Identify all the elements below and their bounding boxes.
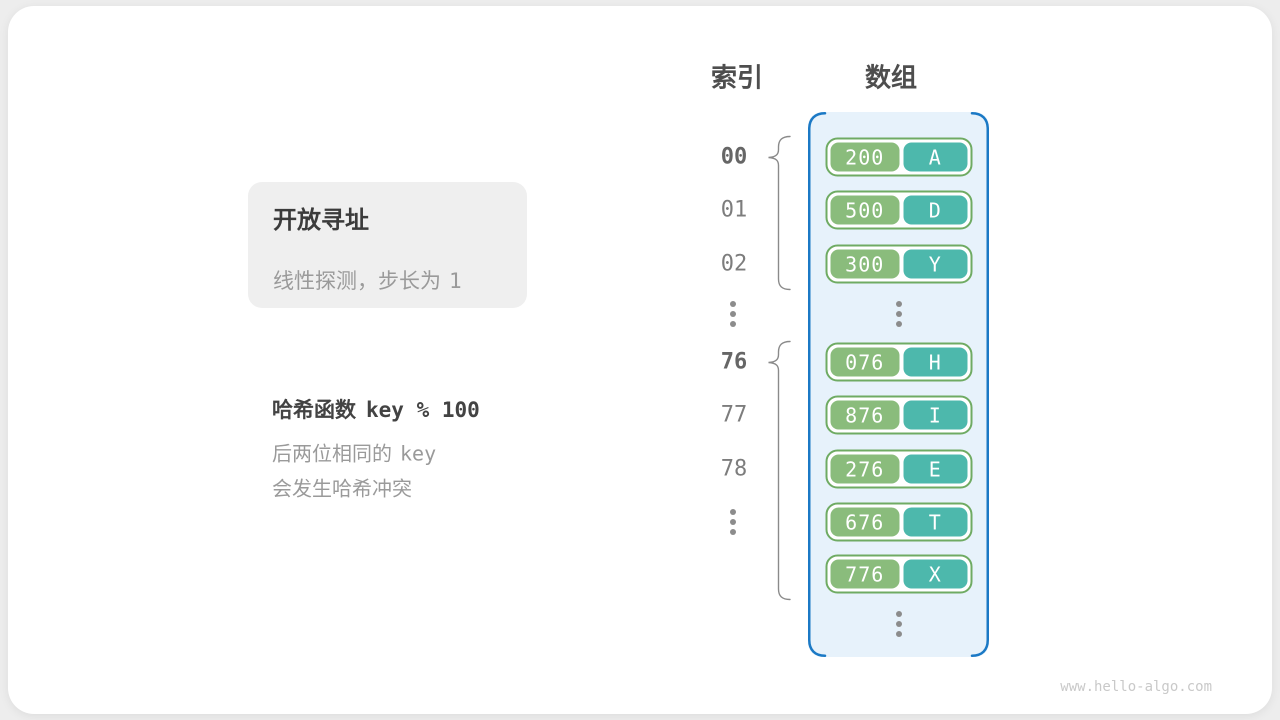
info-subtitle-number: 1 xyxy=(449,269,462,293)
value-badge: E xyxy=(903,454,967,484)
hash-function-label: 哈希函数 xyxy=(272,399,356,422)
key-badge: 500 xyxy=(830,195,900,225)
key-badge: 200 xyxy=(830,142,900,172)
index-label: 78 xyxy=(720,456,748,482)
value-badge: D xyxy=(903,195,967,225)
bucket-pair: 200 A xyxy=(825,137,972,177)
diagram-card xyxy=(8,6,1272,714)
bucket-pair: 500 D xyxy=(825,190,972,230)
key-badge: 676 xyxy=(830,507,900,537)
vertical-ellipsis-icon xyxy=(896,611,902,637)
index-label: 76 xyxy=(720,349,748,375)
hash-function-note: 哈希函数 key % 100 xyxy=(272,394,480,424)
bucket-pair: 276 E xyxy=(825,449,972,489)
index-label: 02 xyxy=(720,251,748,277)
bucket-pair: 776 X xyxy=(825,554,972,594)
collision-note-line-1: 后两位相同的 key xyxy=(272,438,436,467)
info-box-title: 开放寻址 xyxy=(273,207,369,234)
bucket-pair: 676 T xyxy=(825,502,972,542)
key-badge: 776 xyxy=(830,559,900,589)
vertical-ellipsis-icon xyxy=(730,509,736,535)
value-badge: A xyxy=(903,142,967,172)
vertical-ellipsis-icon xyxy=(730,301,736,327)
value-badge: X xyxy=(903,559,967,589)
index-label: 00 xyxy=(720,144,748,170)
value-badge: H xyxy=(903,347,967,377)
index-column-header: 索引 xyxy=(710,62,764,93)
index-label: 77 xyxy=(720,402,748,428)
collision-note-text: 后两位相同的 xyxy=(272,443,392,466)
bucket-pair: 076 H xyxy=(825,342,972,382)
value-badge: Y xyxy=(903,249,967,279)
value-badge: I xyxy=(903,400,967,430)
bucket-pair: 876 I xyxy=(825,395,972,435)
collision-note-line-2: 会发生哈希冲突 xyxy=(272,478,412,501)
array-border-left xyxy=(808,112,827,657)
index-label: 01 xyxy=(720,197,748,223)
site-watermark: www.hello-algo.com xyxy=(1060,679,1212,695)
key-badge: 076 xyxy=(830,347,900,377)
hash-function-code: key % 100 xyxy=(366,398,480,422)
info-subtitle-text: 线性探测，步长为 xyxy=(273,270,441,293)
vertical-ellipsis-icon xyxy=(896,301,902,327)
key-badge: 300 xyxy=(830,249,900,279)
bucket-pair: 300 Y xyxy=(825,244,972,284)
array-column-header: 数组 xyxy=(864,62,918,93)
open-addressing-info-box: 开放寻址 线性探测，步长为 1 xyxy=(248,182,527,308)
info-box-subtitle: 线性探测，步长为 1 xyxy=(273,265,462,295)
value-badge: T xyxy=(903,507,967,537)
array-border-right xyxy=(970,112,989,657)
collision-note-code: key xyxy=(400,441,437,466)
array-container-border xyxy=(808,112,989,657)
key-badge: 276 xyxy=(830,454,900,484)
key-badge: 876 xyxy=(830,400,900,430)
